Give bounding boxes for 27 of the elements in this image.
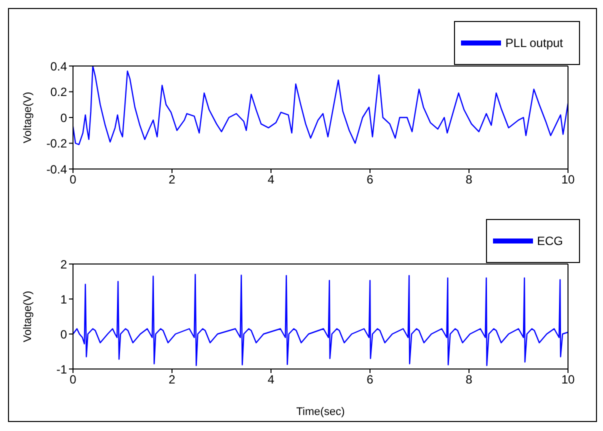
y-axis-title: Voltage(V) xyxy=(22,290,34,342)
y-tick-label: 0 xyxy=(60,327,68,342)
x-tick-label: 10 xyxy=(561,172,575,187)
y-tick-label: -0.2 xyxy=(46,136,68,151)
y-axis-title: Voltage(V) xyxy=(22,92,34,144)
y-tick-label: 0.2 xyxy=(50,85,68,100)
y-tick-label: -0.4 xyxy=(46,162,68,176)
line-series xyxy=(73,274,568,366)
x-tick-label: 6 xyxy=(366,172,374,187)
y-tick-label: -1 xyxy=(56,362,68,376)
legend-label: ECG xyxy=(536,234,563,248)
x-tick-label: 4 xyxy=(268,372,275,387)
x-tick-label: 0 xyxy=(70,172,77,187)
x-tick-label: 6 xyxy=(366,372,374,387)
x-tick-label: 2 xyxy=(168,372,176,387)
x-tick-label: 8 xyxy=(466,372,473,387)
x-tick-label: 8 xyxy=(466,172,473,187)
x-tick-label: 0 xyxy=(70,372,77,387)
x-tick-label: 2 xyxy=(168,172,176,187)
y-tick-label: 2 xyxy=(60,257,68,272)
legend-label: PLL output xyxy=(505,36,563,50)
y-tick-label: 1 xyxy=(60,292,68,306)
x-tick-label: 10 xyxy=(561,372,575,387)
x-axis-title: Time(sec) xyxy=(296,406,345,418)
y-tick-label: 0 xyxy=(60,110,68,125)
x-tick-label: 4 xyxy=(268,172,275,187)
y-tick-label: 0.4 xyxy=(50,59,68,74)
